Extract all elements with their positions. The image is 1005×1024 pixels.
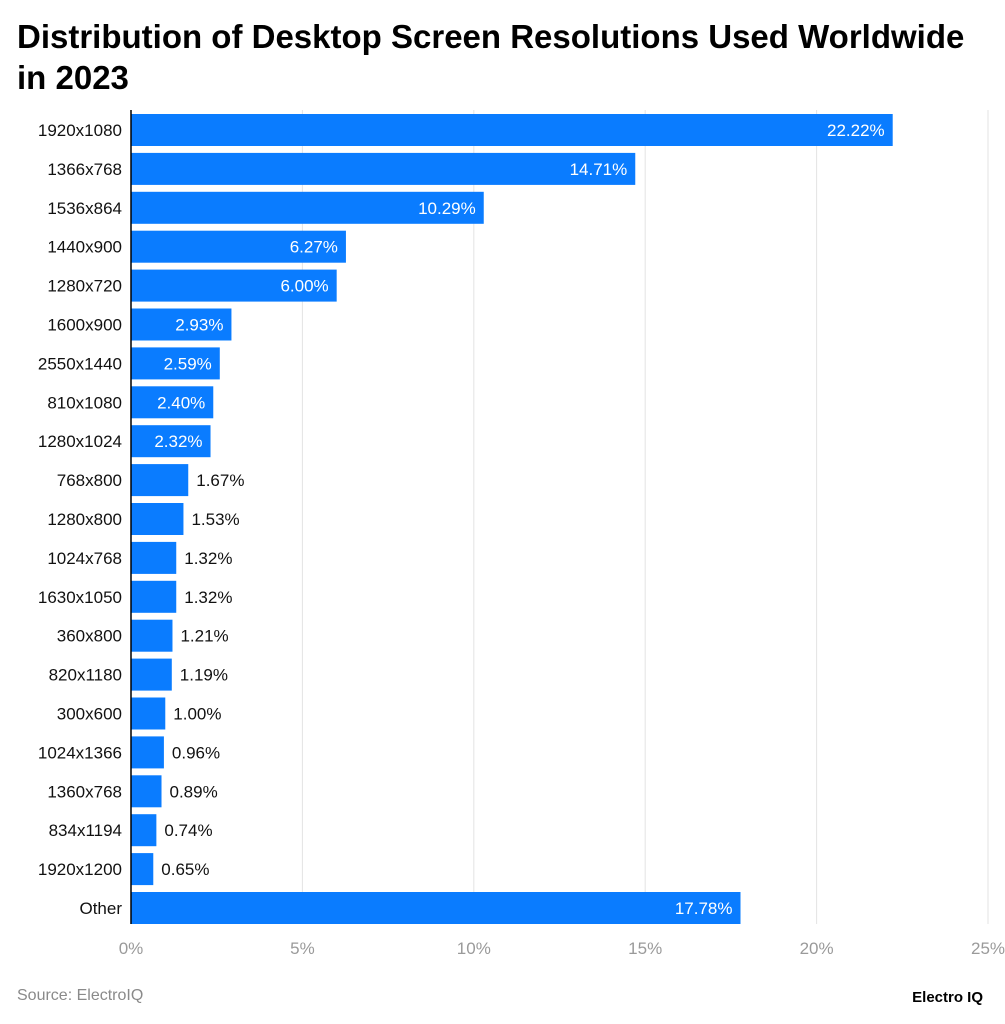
- y-category-label: 1280x1024: [38, 432, 122, 451]
- bar: [131, 347, 220, 380]
- bar: [131, 425, 211, 458]
- x-tick-label: 25%: [971, 939, 1005, 958]
- data-label: 2.40%: [157, 393, 205, 412]
- y-category-label: 1280x720: [47, 277, 122, 296]
- y-category-label: 1536x864: [47, 199, 122, 218]
- bar: [131, 814, 157, 847]
- bar: [131, 269, 337, 302]
- source-note: Source: ElectroIQ: [17, 987, 144, 1004]
- bar: [131, 191, 484, 224]
- data-label: 1.32%: [184, 588, 232, 607]
- y-category-label: 1024x768: [47, 549, 122, 568]
- x-tick-label: 10%: [457, 939, 491, 958]
- data-label: 2.32%: [154, 432, 202, 451]
- y-category-label: 1600x900: [47, 316, 122, 335]
- bar: [131, 230, 346, 263]
- bar: [131, 580, 177, 613]
- y-category-label: Other: [79, 899, 122, 918]
- bar: [131, 853, 154, 886]
- y-category-label: 768x800: [57, 471, 122, 490]
- y-category-label: 1920x1200: [38, 860, 122, 879]
- bar: [131, 114, 893, 146]
- data-label: 0.89%: [170, 782, 218, 801]
- data-label: 1.00%: [173, 705, 221, 724]
- y-category-label: 360x800: [57, 627, 122, 646]
- y-category-label: 1440x900: [47, 238, 122, 257]
- data-label: 17.78%: [675, 899, 733, 918]
- data-label: 2.93%: [175, 316, 223, 335]
- bar: [131, 541, 177, 574]
- data-label: 0.96%: [172, 743, 220, 762]
- bar: [131, 308, 232, 341]
- bar: [131, 464, 189, 497]
- x-tick-label: 5%: [290, 939, 315, 958]
- y-category-label: 1024x1366: [38, 743, 122, 762]
- data-label: 1.19%: [180, 666, 228, 685]
- y-category-label: 300x600: [57, 705, 122, 724]
- y-category-label: 1630x1050: [38, 588, 122, 607]
- bar: [131, 697, 166, 730]
- data-label: 1.67%: [196, 471, 244, 490]
- data-label: 1.32%: [184, 549, 232, 568]
- bar: [131, 152, 636, 185]
- bar: [131, 892, 741, 924]
- x-tick-label: 20%: [800, 939, 834, 958]
- y-category-label: 1360x768: [47, 782, 122, 801]
- data-label: 14.71%: [570, 160, 628, 179]
- bar: [131, 775, 162, 808]
- y-category-label: 820x1180: [49, 666, 122, 685]
- bar: [131, 736, 164, 769]
- data-label: 22.22%: [827, 121, 885, 140]
- data-label: 10.29%: [418, 199, 476, 218]
- data-label: 1.53%: [191, 510, 239, 529]
- x-tick-label: 15%: [628, 939, 662, 958]
- electroiq-logo: Electro IQ: [912, 989, 983, 1006]
- y-category-label: 834x1194: [49, 821, 122, 840]
- data-label: 6.27%: [290, 238, 338, 257]
- y-category-label: 1280x800: [47, 510, 122, 529]
- bar: [131, 386, 214, 419]
- y-category-label: 1366x768: [47, 160, 122, 179]
- data-label: 0.65%: [161, 860, 209, 879]
- data-label: 2.59%: [164, 354, 212, 373]
- data-label: 1.21%: [180, 627, 228, 646]
- y-category-label: 1920x1080: [38, 121, 122, 140]
- data-label: 0.74%: [164, 821, 212, 840]
- data-label: 6.00%: [280, 277, 328, 296]
- chart-title: Distribution of Desktop Screen Resolutio…: [17, 18, 965, 96]
- y-category-label: 2550x1440: [38, 354, 122, 373]
- bar: [131, 658, 172, 691]
- y-category-label: 810x1080: [47, 393, 122, 412]
- bar: [131, 619, 173, 652]
- x-tick-label: 0%: [119, 939, 144, 958]
- bar: [131, 503, 184, 535]
